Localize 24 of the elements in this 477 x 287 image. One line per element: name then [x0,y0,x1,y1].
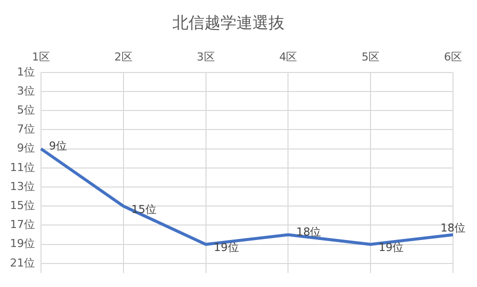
data-label: 18位 [296,226,322,239]
data-label: 19位 [378,241,404,254]
y-tick-label: 21位 [10,256,35,270]
data-label: 18位 [440,222,466,235]
x-tick-label: 3区 [196,50,215,64]
y-tick-label: 15位 [10,198,35,212]
y-tick-label: 1位 [16,65,35,78]
y-tick-label: 7位 [16,122,35,136]
y-tick-label: 17位 [10,218,35,232]
y-tick-label: 13位 [10,180,35,193]
data-label: 15位 [131,202,156,216]
x-tick-label: 5区 [362,50,380,64]
data-label: 19位 [214,241,239,254]
y-tick-label: 5位 [16,103,35,116]
y-tick-label: 19位 [10,237,35,250]
data-label: 9位 [48,140,67,153]
y-tick-label: 9位 [16,142,35,155]
chart-title: 北信越学連選抜 [172,12,284,32]
x-tick-label: 6区 [444,50,462,64]
y-tick-label: 3位 [16,84,35,98]
y-tick-label: 11位 [10,160,35,174]
x-tick-label: 4区 [279,50,298,64]
x-tick-label: 1区 [32,50,50,64]
x-tick-label: 2区 [114,50,132,64]
